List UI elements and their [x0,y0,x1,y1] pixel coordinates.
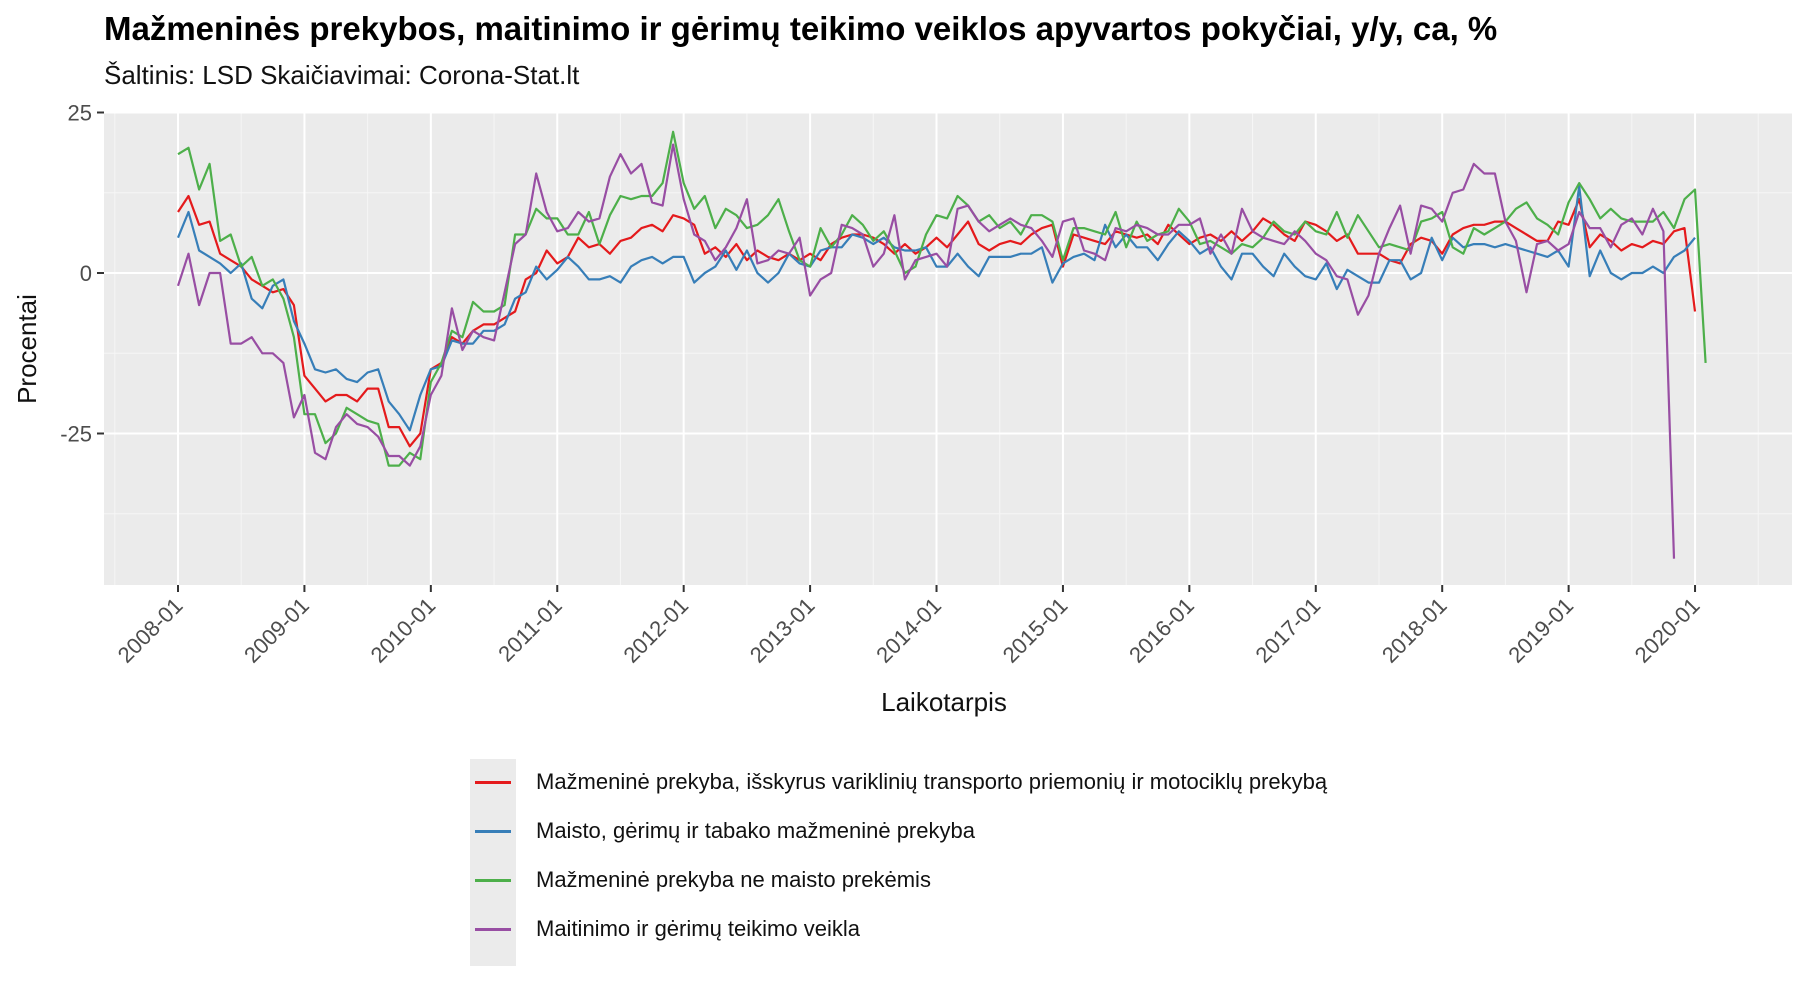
legend-item: Maitinimo ir gėrimų teikimo veikla [470,905,860,953]
series-lines [176,130,1707,559]
y-axis: 25 0 -25 [60,101,104,447]
legend-key [470,808,516,854]
plot-panel [104,113,1792,585]
y-tick-label: 0 [80,261,92,286]
legend-label: Mažmeninė prekyba, išskyrus variklinių t… [536,769,1328,794]
legend-label: Maitinimo ir gėrimų teikimo veikla [536,916,860,941]
x-axis-label: Laikotarpis [881,687,1007,717]
x-tick-label: 2017-01 [1251,593,1326,668]
x-tick-label: 2020-01 [1630,593,1705,668]
legend-item: Mažmeninė prekyba ne maisto prekėmis [470,856,931,904]
series-line [176,185,1696,432]
x-tick-label: 2013-01 [745,593,820,668]
x-tick-label: 2011-01 [493,593,567,667]
chart-subtitle: Šaltinis: LSD Skaičiavimai: Corona-Stat.… [104,60,580,90]
x-tick-label: 2016-01 [1124,593,1199,668]
legend-key [470,857,516,903]
legend-key [470,759,516,805]
legend-item: Maisto, gėrimų ir tabako mažmeninė preky… [470,807,975,855]
minor-gridlines [104,113,1792,585]
x-axis: 2008-01 2009-01 2010-01 2011-01 2012-01 2013-… [113,585,1705,668]
x-tick-label: 2012-01 [618,593,693,668]
series-line [177,130,1707,467]
x-tick-label: 2018-01 [1377,593,1452,668]
x-tick-label: 2015-01 [998,593,1073,668]
x-tick-label: 2019-01 [1503,593,1578,668]
legend-key [470,906,516,952]
y-axis-label: Procentai [12,294,42,404]
legend-label: Mažmeninė prekyba ne maisto prekėmis [536,867,931,892]
legend-item: Mažmeninė prekyba, išskyrus variklinių t… [470,758,1327,806]
legend-label: Maisto, gėrimų ir tabako mažmeninė preky… [536,818,975,843]
chart-title: Mažmeninės prekybos, maitinimo ir gėrimų… [104,10,1498,47]
x-tick-label: 2014-01 [871,593,946,668]
y-tick-label: -25 [60,422,92,447]
x-tick-label: 2010-01 [366,593,441,668]
x-tick-label: 2008-01 [113,593,188,668]
x-tick-label: 2009-01 [239,593,314,668]
major-gridlines [104,111,1792,585]
y-tick-label: 25 [68,101,92,126]
series-line [176,143,1676,559]
